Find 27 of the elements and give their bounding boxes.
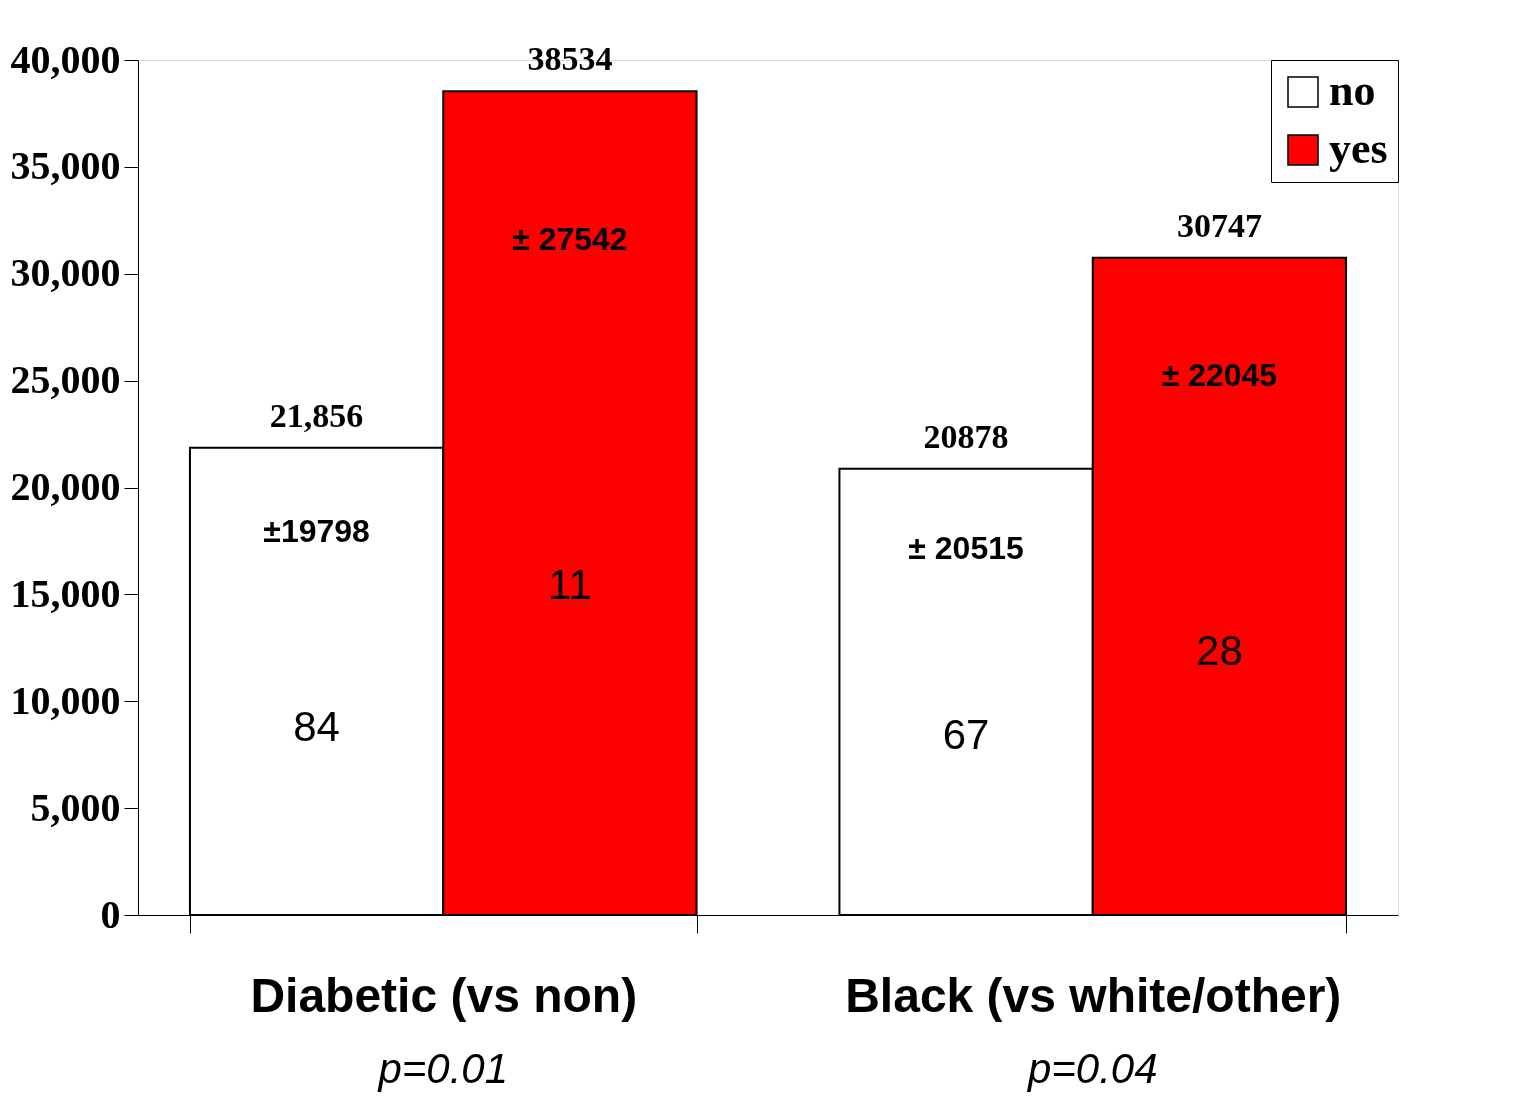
annotation: 84 bbox=[293, 703, 340, 751]
x-tick-label: Diabetic (vs non) bbox=[250, 968, 638, 1022]
x-tick-label: Black (vs white/other) bbox=[845, 968, 1342, 1022]
legend-label: yes bbox=[1329, 124, 1388, 173]
y-tick-label: 40,000 bbox=[10, 36, 121, 82]
annotation: 28 bbox=[1196, 627, 1243, 675]
annotation: 11 bbox=[548, 560, 592, 608]
legend-label: no bbox=[1329, 66, 1376, 115]
data-label: 30747 bbox=[1176, 206, 1262, 244]
annotation: ± 22045 bbox=[1161, 357, 1278, 394]
data-label: 20878 bbox=[923, 417, 1009, 455]
y-tick-label: 15,000 bbox=[10, 570, 121, 616]
y-tick-label: 10,000 bbox=[10, 677, 121, 723]
y-tick-label: 0 bbox=[100, 891, 121, 937]
annotation: ± 20515 bbox=[908, 530, 1024, 567]
data-label: 38534 bbox=[527, 40, 613, 78]
data-label: 21,856 bbox=[269, 396, 364, 434]
y-tick-label: 20,000 bbox=[10, 464, 121, 509]
annotation: ± 27542 bbox=[512, 220, 628, 257]
y-tick-label: 30,000 bbox=[10, 250, 121, 296]
y-tick-label: 35,000 bbox=[10, 143, 121, 189]
text: p=0.01 bbox=[376, 1045, 509, 1092]
y-tick-label: 25,000 bbox=[10, 357, 121, 403]
annotation: 67 bbox=[942, 711, 990, 759]
y-tick-label: 5,000 bbox=[30, 784, 121, 830]
annotation: ±19798 bbox=[263, 512, 370, 549]
text: p=0.04 bbox=[1025, 1045, 1158, 1092]
